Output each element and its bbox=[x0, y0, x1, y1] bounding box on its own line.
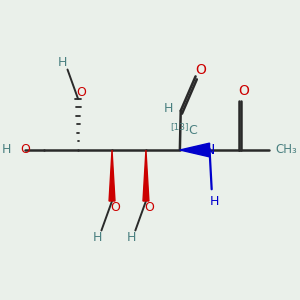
Text: H: H bbox=[1, 143, 11, 157]
Text: O: O bbox=[238, 84, 249, 98]
Text: H: H bbox=[126, 231, 136, 244]
Text: H: H bbox=[209, 194, 219, 208]
Text: H: H bbox=[163, 102, 173, 115]
Text: O: O bbox=[20, 143, 30, 157]
Text: H: H bbox=[58, 56, 67, 69]
Text: N: N bbox=[204, 143, 215, 157]
Text: CH₃: CH₃ bbox=[275, 143, 297, 157]
Text: O: O bbox=[110, 201, 120, 214]
Polygon shape bbox=[180, 143, 210, 157]
Text: O: O bbox=[195, 62, 206, 76]
Text: C: C bbox=[188, 124, 197, 137]
Polygon shape bbox=[109, 150, 115, 201]
Text: O: O bbox=[144, 201, 154, 214]
Text: O: O bbox=[76, 85, 86, 99]
Polygon shape bbox=[143, 150, 149, 201]
Text: H: H bbox=[92, 231, 102, 244]
Text: [13]: [13] bbox=[171, 122, 189, 131]
